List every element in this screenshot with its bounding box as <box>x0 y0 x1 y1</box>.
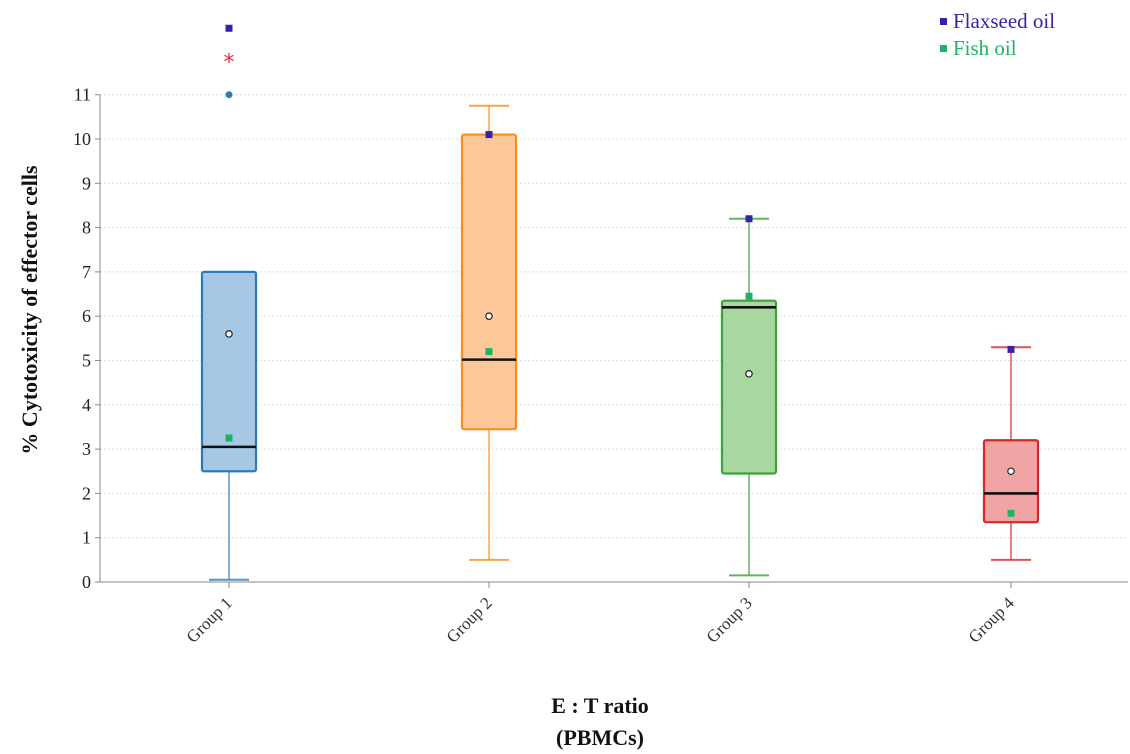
x-tick-label: Group 4 <box>965 593 1019 647</box>
y-tick-label: 9 <box>82 173 91 193</box>
mean-marker <box>225 330 233 338</box>
y-tick-label: 3 <box>82 439 91 459</box>
mean-marker <box>1007 467 1015 476</box>
data-points: * <box>224 24 1015 517</box>
x-tick-label: Group 2 <box>443 593 496 646</box>
y-tick-label: 7 <box>82 262 91 282</box>
boxes <box>200 104 1040 581</box>
y-tick-label: 11 <box>74 85 91 105</box>
point-fish-oil <box>485 348 493 356</box>
legend-item: Fish oil <box>940 35 1055 62</box>
outlier-square <box>225 24 233 32</box>
box-group-2 <box>460 104 518 561</box>
legend-swatch <box>940 18 947 25</box>
point-fish-oil <box>745 292 753 300</box>
y-tick-label: 2 <box>82 483 91 503</box>
y-tick-label: 6 <box>82 306 91 326</box>
point-flaxseed-oil <box>1007 345 1015 353</box>
y-tick-label: 8 <box>82 218 91 238</box>
y-tick-label: 10 <box>73 129 91 149</box>
outlier-star: * <box>224 50 235 75</box>
y-tick-label: 1 <box>82 528 91 548</box>
mean-marker <box>745 369 753 378</box>
x-axis-label: E : T ratio <box>551 693 649 718</box>
y-axis-label-container: % Cytotoxicity of effector cells <box>10 80 50 540</box>
point-fish-oil <box>225 434 233 442</box>
legend-item: Flaxseed oil <box>940 8 1055 35</box>
box-group-4 <box>982 346 1040 561</box>
interquartile-box <box>982 439 1040 524</box>
gridlines <box>100 94 1128 539</box>
y-tick-label: 5 <box>82 351 91 371</box>
legend-label: Fish oil <box>953 36 1017 60</box>
box-group-1 <box>200 270 258 581</box>
point-flaxseed-oil <box>745 215 753 223</box>
x-axis-label-container: E : T ratio (PBMCs) <box>460 690 740 754</box>
point-fish-oil <box>1007 509 1015 517</box>
point-flaxseed-oil <box>485 131 493 139</box>
box-group-3 <box>720 217 778 577</box>
x-tick-label: Group 3 <box>703 593 756 646</box>
interquartile-box <box>200 270 258 473</box>
y-tick-label: 0 <box>82 572 91 592</box>
legend: Flaxseed oil Fish oil <box>940 8 1055 62</box>
interquartile-box <box>720 299 778 475</box>
y-axis-label: % Cytotoxicity of effector cells <box>17 165 42 455</box>
legend-label: Flaxseed oil <box>953 9 1056 33</box>
mean-marker <box>485 312 493 321</box>
x-axis-sublabel: (PBMCs) <box>556 725 644 750</box>
legend-swatch <box>940 45 947 52</box>
outlier-dot <box>225 91 233 99</box>
y-tick-label: 4 <box>82 395 91 415</box>
x-tick-label: Group 1 <box>183 593 236 646</box>
interquartile-box <box>460 133 518 431</box>
